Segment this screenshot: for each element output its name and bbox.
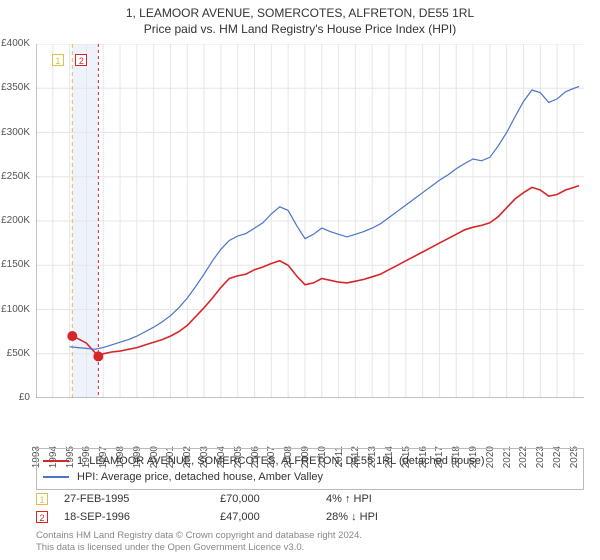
event-delta: 4% ↑ HPI — [326, 493, 372, 505]
event-marker-box: 1 — [36, 493, 48, 505]
y-axis-label: £50K — [0, 348, 30, 359]
chart-title: 1, LEAMOOR AVENUE, SOMERCOTES, ALFRETON,… — [0, 0, 600, 20]
event-row: 1 27-FEB-1995 £70,000 4% ↑ HPI — [36, 490, 584, 508]
price-history-chart-panel: { "title": "1, LEAMOOR AVENUE, SOMERCOTE… — [0, 0, 600, 560]
event-marker-dot — [67, 331, 77, 341]
event-price: £47,000 — [220, 511, 310, 523]
footer-line-2: This data is licensed under the Open Gov… — [36, 542, 584, 554]
event-marker-dot — [93, 351, 103, 361]
legend-swatch — [43, 476, 69, 478]
chart-svg — [36, 44, 584, 398]
legend-item: HPI: Average price, detached house, Ambe… — [43, 469, 577, 485]
event-delta: 28% ↓ HPI — [326, 511, 378, 523]
y-axis-label: £0 — [0, 392, 30, 403]
y-axis-label: £400K — [0, 38, 30, 49]
events-table: 1 27-FEB-1995 £70,000 4% ↑ HPI 2 18-SEP-1996 £… — [36, 490, 584, 526]
event-date: 27-FEB-1995 — [64, 493, 204, 505]
event-row: 2 18-SEP-1996 £47,000 28% ↓ HPI — [36, 508, 584, 526]
legend-label: HPI: Average price, detached house, Ambe… — [77, 471, 323, 483]
footer-attribution: Contains HM Land Registry data © Crown c… — [36, 530, 584, 554]
y-axis-label: £100K — [0, 304, 30, 315]
series-property — [72, 186, 579, 357]
event-marker-box-chart: 2 — [75, 54, 87, 66]
event-date: 18-SEP-1996 — [64, 511, 204, 523]
event-marker-box-chart: 1 — [52, 54, 64, 66]
y-axis-label: £350K — [0, 82, 30, 93]
legend-swatch — [43, 460, 69, 462]
chart-area: £0£50K£100K£150K£200K£250K£300K£350K£400… — [36, 44, 584, 398]
y-axis-label: £250K — [0, 171, 30, 182]
chart-subtitle: Price paid vs. HM Land Registry's House … — [0, 20, 600, 40]
y-axis-label: £150K — [0, 259, 30, 270]
event-price: £70,000 — [220, 493, 310, 505]
legend-box: 1, LEAMOOR AVENUE, SOMERCOTES, ALFRETON,… — [36, 448, 584, 490]
event-marker-box: 2 — [36, 511, 48, 523]
y-axis-label: £300K — [0, 127, 30, 138]
footer-line-1: Contains HM Land Registry data © Crown c… — [36, 530, 584, 542]
legend-label: 1, LEAMOOR AVENUE, SOMERCOTES, ALFRETON,… — [77, 455, 485, 467]
y-axis-label: £200K — [0, 215, 30, 226]
grid-g — [36, 44, 584, 398]
legend-item: 1, LEAMOOR AVENUE, SOMERCOTES, ALFRETON,… — [43, 453, 577, 469]
